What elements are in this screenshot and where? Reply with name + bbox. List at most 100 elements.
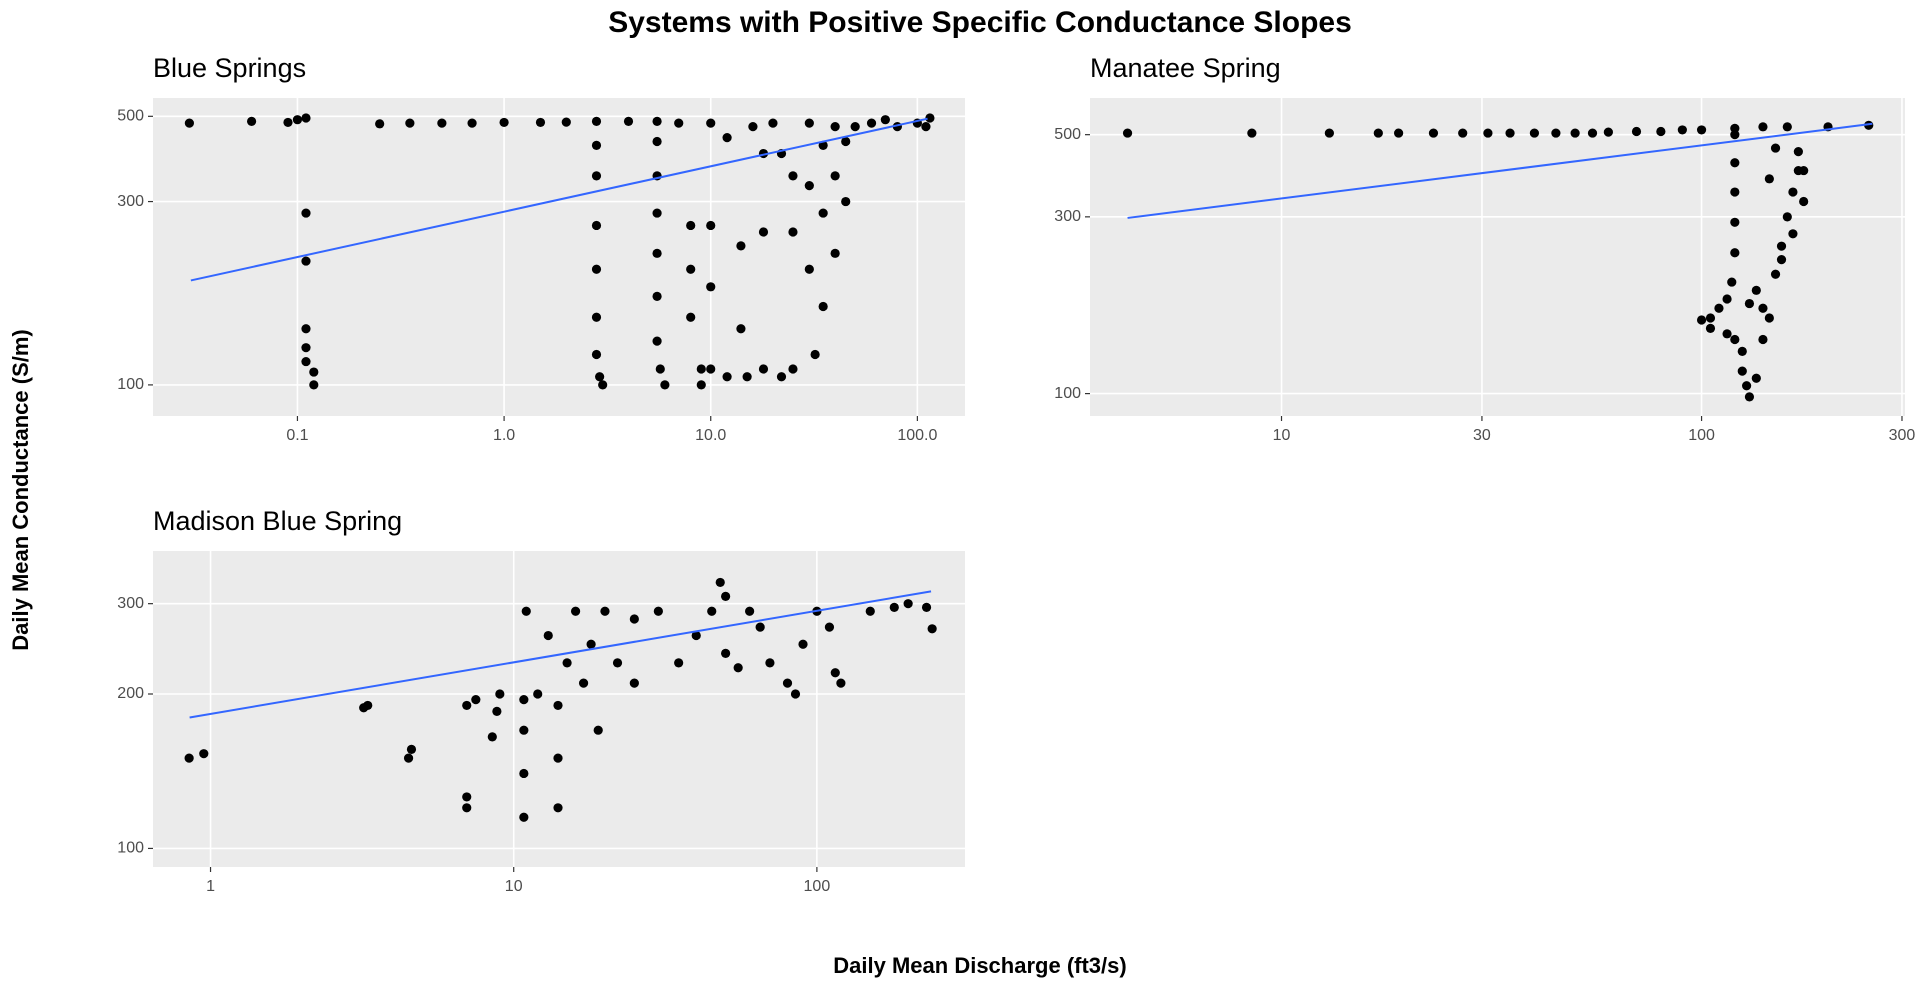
data-point [1722,329,1732,339]
y-tick-label: 200 [117,685,144,702]
data-point [706,364,716,374]
data-point [492,706,502,716]
data-point [495,689,505,699]
data-point [880,115,890,125]
data-point [553,803,563,813]
data-point [519,695,529,705]
data-point [593,725,603,735]
data-point [591,349,602,360]
data-point [1764,313,1774,323]
data-point [706,282,716,292]
data-point [1764,174,1774,184]
data-point [1722,294,1732,304]
x-tick-label: 100 [804,878,831,895]
data-point [721,648,731,658]
data-point [406,744,417,754]
data-point [1793,147,1803,157]
panel: Blue Springs 0.1 1.0 10.0 100.0 100 300 500 [117,53,965,444]
y-tick-label: 300 [117,595,144,612]
data-point [591,171,602,181]
data-point [830,171,840,181]
data-point [1122,128,1133,138]
x-tick-label: 10 [1273,427,1291,444]
data-point [652,116,662,126]
data-point [1799,165,1809,176]
data-point [600,606,610,616]
data-point [487,732,497,742]
data-point [824,622,835,632]
data-point [736,324,746,334]
data-point [1677,125,1687,135]
data-point [301,324,311,334]
data-point [1483,128,1493,138]
fit-line [190,117,928,282]
data-point [652,291,662,301]
data-point [1373,128,1383,138]
data-point [1428,128,1439,138]
data-point [733,663,743,673]
data-point [925,113,935,123]
data-point [403,753,414,763]
data-point [830,248,840,258]
y-tick-label: 500 [117,108,144,125]
data-point [748,122,758,132]
data-point [301,113,311,123]
data-point [706,118,716,128]
data-point [1247,128,1257,138]
data-point [1758,334,1768,345]
data-point [768,118,778,128]
x-tick-label: 100.0 [897,427,937,444]
y-tick-label: 500 [1054,126,1081,143]
data-point [363,700,373,711]
data-point [1744,392,1755,402]
data-point [652,336,662,346]
data-point [788,227,798,237]
data-point [655,364,665,374]
y-tick-label: 300 [117,193,144,210]
x-tick-label: 10 [505,878,523,895]
data-point [199,749,209,759]
data-point [660,380,670,390]
y-tick-label: 300 [1054,208,1081,225]
data-point [591,312,602,322]
data-point [519,812,529,822]
data-point [1656,126,1666,137]
data-point [742,372,752,382]
data-point [612,658,623,668]
data-point [755,622,765,632]
data-point [1730,217,1740,227]
data-point [686,312,696,322]
data-point [1705,323,1716,333]
data-point [696,364,706,374]
data-point [462,792,472,802]
data-point [1758,303,1768,313]
data-point [652,248,662,258]
data-point [1770,269,1781,279]
data-point [553,700,563,711]
data-point [652,136,662,147]
x-tick-label: 1.0 [493,427,515,444]
panel-title: Blue Springs [153,53,306,83]
data-point [301,208,311,218]
data-point [301,256,311,266]
data-point [652,208,662,218]
data-point [591,264,602,274]
data-point [598,380,608,390]
data-point [519,768,529,779]
data-point [865,606,875,616]
data-point [721,591,731,601]
data-point [586,639,596,649]
data-point [696,380,706,390]
data-point [903,599,913,609]
data-point [798,639,808,649]
x-tick-label: 10.0 [695,427,726,444]
data-point [804,264,814,274]
data-point [1505,128,1515,138]
data-point [758,364,769,374]
data-point [499,117,509,128]
x-tick-label: 1 [206,878,215,895]
data-point [553,753,563,763]
data-point [1737,346,1747,356]
y-tick-label: 100 [117,376,144,393]
data-point [1758,122,1768,132]
